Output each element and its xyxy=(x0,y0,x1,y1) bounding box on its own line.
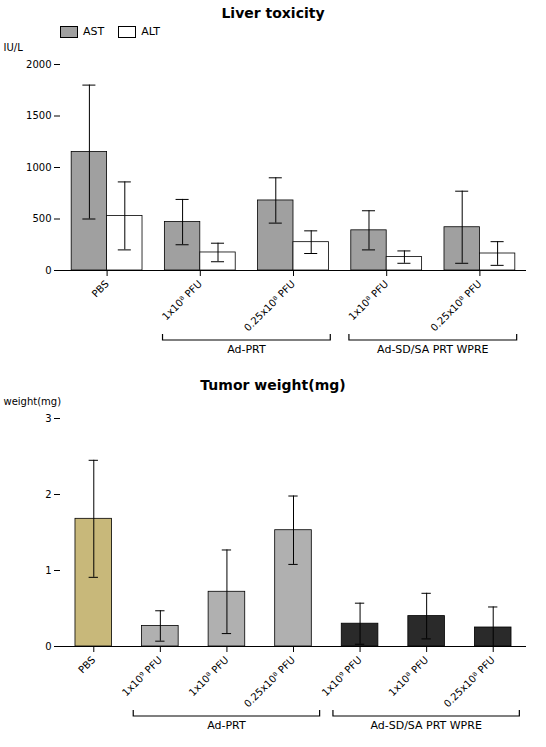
svg-text:IU/L: IU/L xyxy=(4,42,24,53)
svg-text:Ad-SD/SA PRT WPRE: Ad-SD/SA PRT WPRE xyxy=(370,719,481,732)
svg-text:Ad-PRT: Ad-PRT xyxy=(227,343,266,356)
html-text:Tumor weight(mg): Tumor weight(mg) xyxy=(200,377,346,393)
svg-text:1x10⁸ PFU: 1x10⁸ PFU xyxy=(187,654,231,698)
svg-text:PBS: PBS xyxy=(90,278,111,299)
svg-text:0: 0 xyxy=(45,265,51,276)
svg-text:2: 2 xyxy=(45,489,51,500)
svg-text:1000: 1000 xyxy=(26,162,51,173)
svg-text:Ad-PRT: Ad-PRT xyxy=(207,719,246,732)
svg-text:0.25x10⁸ PFU: 0.25x10⁸ PFU xyxy=(242,278,297,333)
svg-text:0.25x10⁸ PFU: 0.25x10⁸ PFU xyxy=(242,654,297,709)
svg-text:1500: 1500 xyxy=(26,110,51,121)
svg-text:1: 1 xyxy=(45,565,51,576)
html-text:ALT: ALT xyxy=(141,24,161,38)
svg-text:1x10⁸ PFU: 1x10⁸ PFU xyxy=(386,654,430,698)
svg-text:1x10⁸ PFU: 1x10⁸ PFU xyxy=(160,278,204,322)
svg-text:weight(mg): weight(mg) xyxy=(4,396,62,407)
html-text:Liver toxicity: Liver toxicity xyxy=(221,5,325,21)
svg-text:500: 500 xyxy=(32,213,51,224)
svg-text:1x10⁹ PFU: 1x10⁹ PFU xyxy=(320,654,364,698)
svg-text:1x10⁸ PFU: 1x10⁸ PFU xyxy=(346,278,390,322)
svg-text:3: 3 xyxy=(45,413,51,424)
svg-text:PBS: PBS xyxy=(76,654,97,675)
svg-text:0.25x10⁸ PFU: 0.25x10⁸ PFU xyxy=(428,278,483,333)
html-text:AST: AST xyxy=(83,24,105,38)
svg-text:2000: 2000 xyxy=(26,59,51,70)
svg-text:1x10⁹ PFU: 1x10⁹ PFU xyxy=(120,654,164,698)
svg-text:0.25x10⁸ PFU: 0.25x10⁸ PFU xyxy=(442,654,497,709)
svg-text:Ad-SD/SA PRT WPRE: Ad-SD/SA PRT WPRE xyxy=(377,343,488,356)
svg-text:0: 0 xyxy=(45,641,51,652)
